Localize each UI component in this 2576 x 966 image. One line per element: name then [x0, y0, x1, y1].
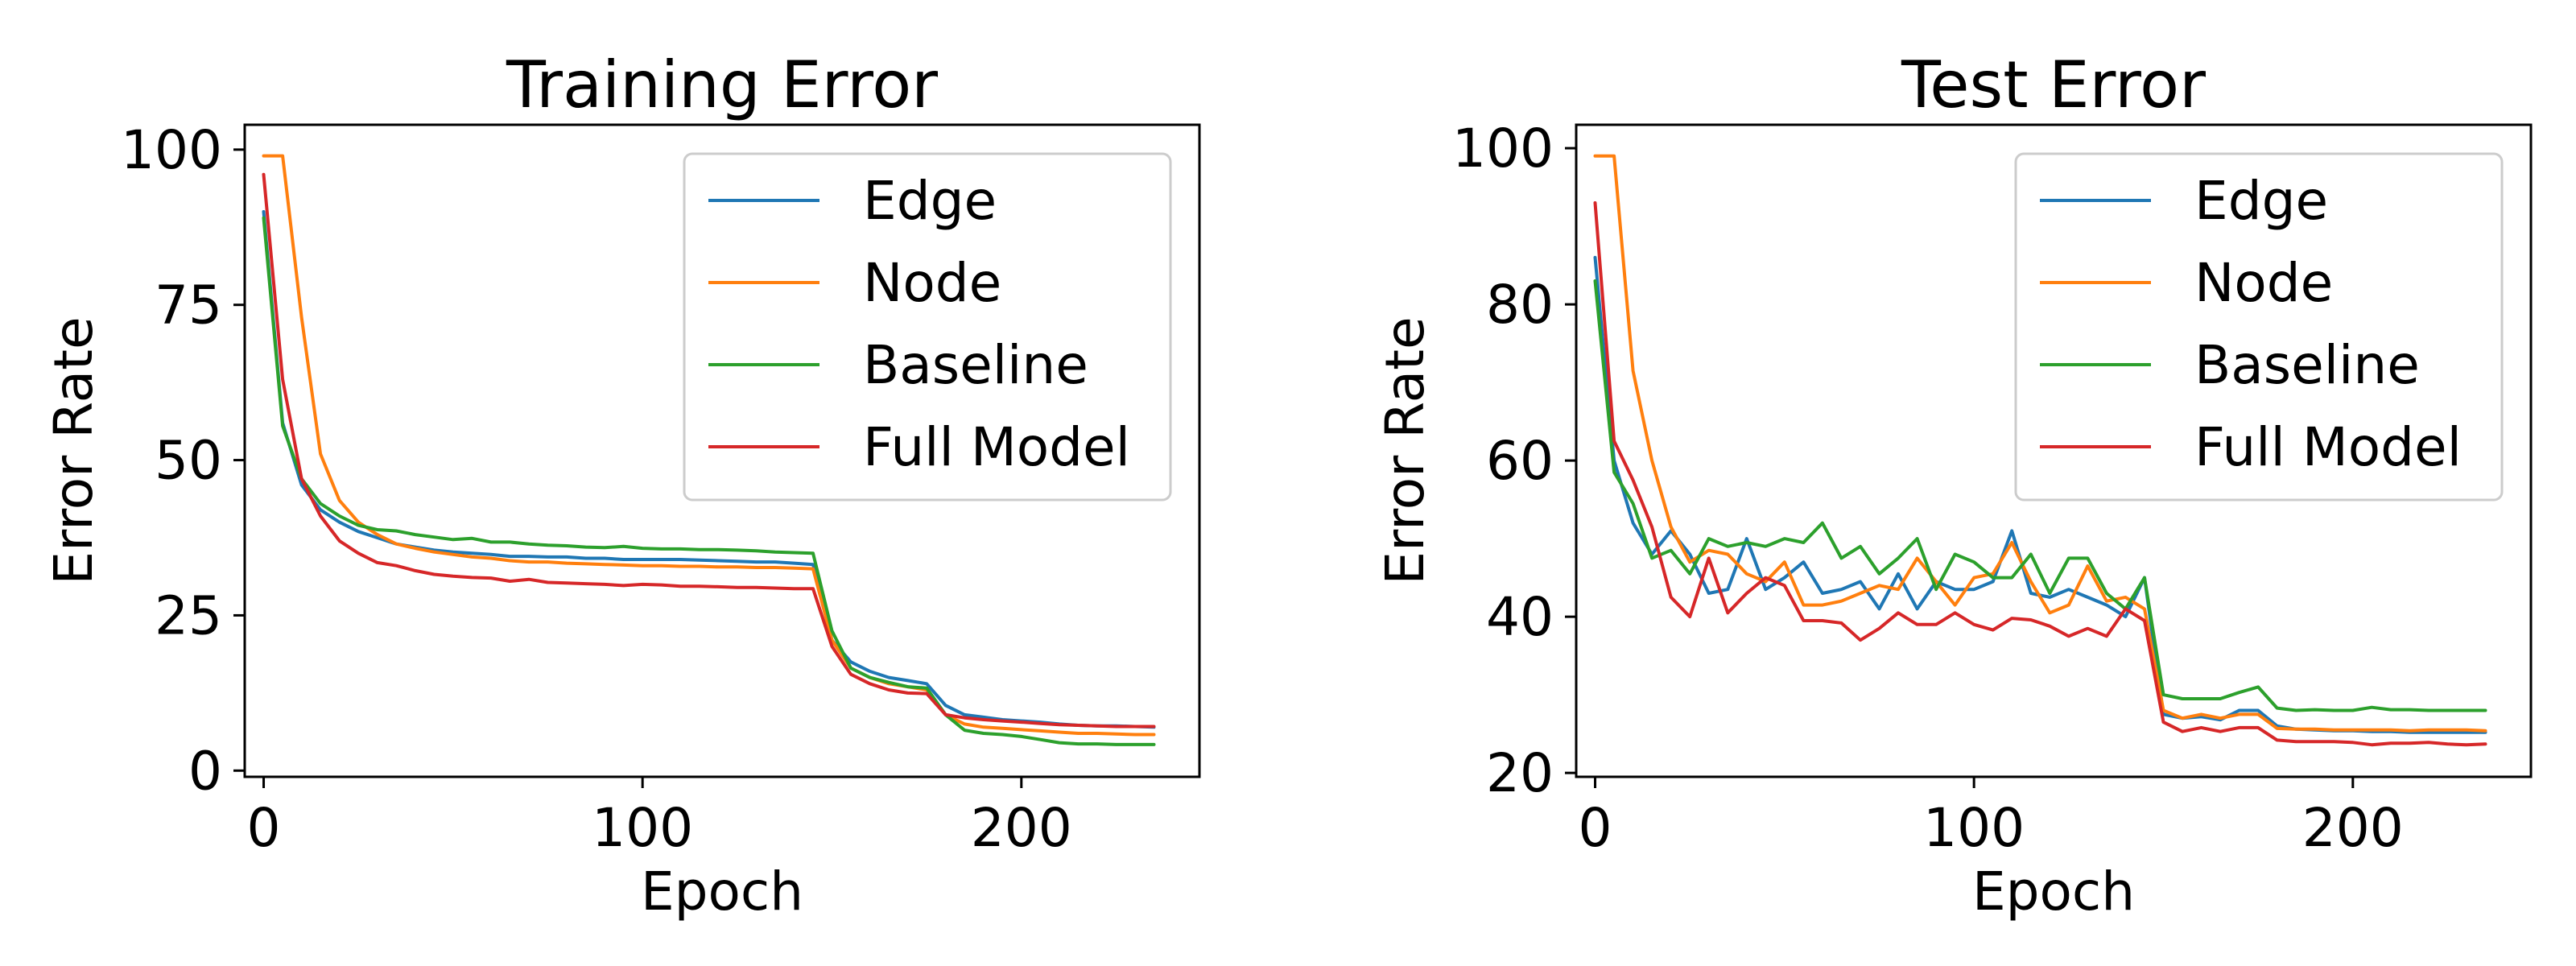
y-axis-label: Error Rate [43, 316, 105, 584]
x-axis-label: Epoch [641, 861, 803, 923]
x-tick-label: 100 [592, 797, 693, 859]
y-tick-label: 0 [188, 740, 222, 802]
legend-box [2014, 152, 2504, 502]
x-tick-label: 0 [247, 797, 281, 859]
series-line-baseline [262, 216, 1156, 746]
series-line-node [1593, 154, 2487, 733]
legend-label: Baseline [863, 334, 1088, 396]
y-tick-label: 40 [1486, 586, 1554, 648]
y-tick-label: 75 [155, 275, 222, 336]
legend-label: Edge [2194, 170, 2328, 232]
x-tick-label: 100 [1923, 797, 2025, 859]
chart-panel-2: 0 100 200 20 40 60 80 100 Test Error Epoch Error R… [1374, 47, 2533, 923]
y-tick-label: 50 [155, 430, 222, 492]
legend-label: Node [863, 252, 1001, 314]
chart-panel-1: 0 100 200 0 25 50 75 100 Training Error Epoch Erro… [43, 47, 1201, 923]
y-tick-label: 100 [121, 119, 222, 181]
x-tick-label: 200 [971, 797, 1072, 859]
x-tick-label: 200 [2302, 797, 2404, 859]
series-line-full-model [262, 172, 1156, 729]
series-line-baseline [1593, 279, 2487, 712]
legend-label: Full Model [863, 416, 1130, 478]
y-tick-label: 25 [155, 584, 222, 646]
legend: Edge Node Baseline Full Model [683, 152, 1172, 502]
chart-title: Training Error [506, 47, 938, 122]
series-line-full-model [1593, 201, 2487, 747]
legend-label: Node [2194, 252, 2333, 314]
legend: Edge Node Baseline Full Model [2014, 152, 2504, 502]
series-line-node [262, 154, 1156, 737]
y-tick-label: 60 [1486, 430, 1554, 492]
legend-box [683, 152, 1172, 502]
y-axis-label: Error Rate [1374, 316, 1436, 584]
legend-label: Edge [863, 170, 997, 232]
x-tick-label: 0 [1579, 797, 1612, 859]
legend-label: Full Model [2194, 416, 2462, 478]
plot-area-frame [1575, 123, 2533, 778]
y-tick-label: 80 [1486, 274, 1554, 336]
y-tick-label: 100 [1452, 118, 1554, 180]
chart-title: Test Error [1901, 47, 2206, 122]
x-axis-label: Epoch [1972, 861, 2135, 923]
plot-area-frame [243, 123, 1201, 778]
legend-label: Baseline [2194, 334, 2420, 396]
y-tick-label: 20 [1486, 742, 1554, 804]
